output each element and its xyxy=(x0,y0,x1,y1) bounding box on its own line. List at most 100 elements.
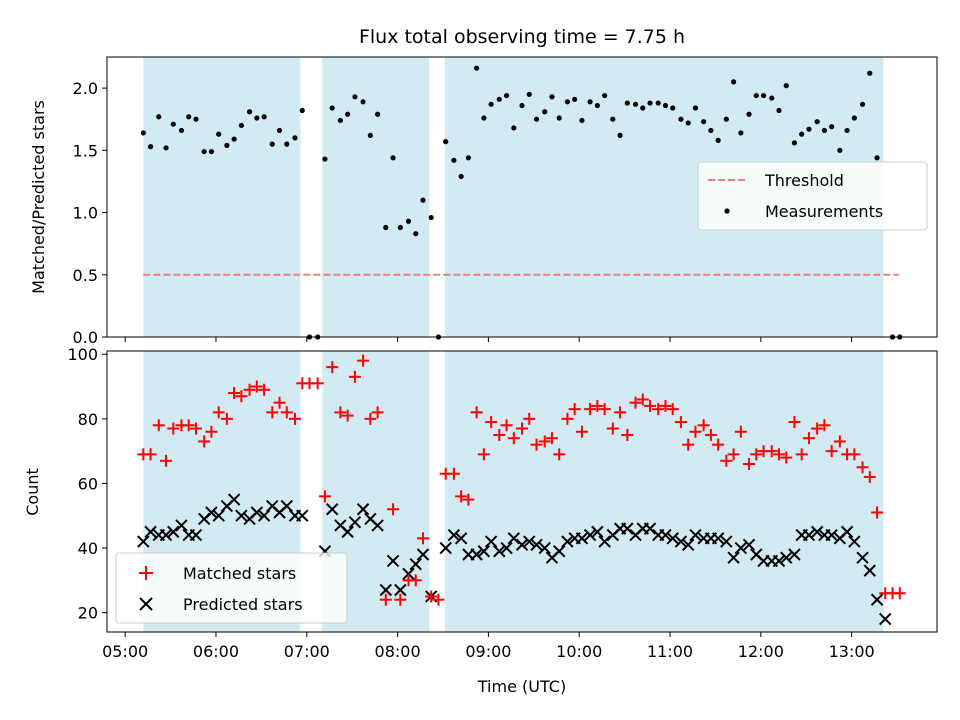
predicted-marker-b xyxy=(484,535,498,548)
predicted-star-marker-39 xyxy=(454,532,468,545)
matched-star-marker-72 xyxy=(682,438,695,451)
legend-measurements-label: Measurements xyxy=(765,202,883,221)
predicted-star-marker-45 xyxy=(500,541,513,555)
predicted-star-marker-66 xyxy=(659,528,672,542)
measurement-point-82 xyxy=(760,92,767,99)
measurement-point-4 xyxy=(170,121,176,127)
matched-star-marker-90 xyxy=(818,419,831,432)
predicted-star-marker-15 xyxy=(250,506,264,519)
predicted-star-marker-34 xyxy=(409,557,422,571)
measurement-point-2 xyxy=(156,114,162,120)
predicted-star-marker-91 xyxy=(848,535,861,548)
predicted-marker-b xyxy=(840,525,854,539)
predicted-star-marker-29 xyxy=(371,519,384,532)
predicted-marker-b xyxy=(257,509,271,522)
predicted-marker-b xyxy=(598,535,611,548)
measurement-point-34 xyxy=(397,224,403,231)
top-legend-box xyxy=(697,161,928,231)
predicted-marker-b xyxy=(477,545,491,558)
measurement-point-36 xyxy=(413,231,419,237)
matched-star-marker-62 xyxy=(606,422,619,435)
matched-star-marker-91 xyxy=(825,445,838,458)
predicted-star-marker-12 xyxy=(227,493,241,506)
x-axis-label: Time (UTC) xyxy=(477,677,566,696)
measurement-point-50 xyxy=(519,102,525,109)
predicted-star-marker-16 xyxy=(257,509,271,522)
predicted-star-marker-1 xyxy=(144,525,157,539)
measurement-point-19 xyxy=(284,141,290,147)
measurement-point-89 xyxy=(814,119,820,125)
measurement-point-88 xyxy=(806,126,812,132)
matched-star-marker-31 xyxy=(371,406,384,419)
measurement-point-17 xyxy=(269,141,275,147)
matched-star-marker-84 xyxy=(772,448,785,461)
matched-star-marker-64 xyxy=(621,428,634,441)
matched-star-marker-66 xyxy=(636,393,649,406)
matched-star-marker-20 xyxy=(288,412,301,425)
predicted-marker-b xyxy=(394,583,407,597)
predicted-star-marker-3 xyxy=(159,528,173,542)
matched-star-marker-28 xyxy=(348,370,361,383)
predicted-star-marker-10 xyxy=(212,509,225,522)
measurement-point-64 xyxy=(624,100,630,106)
matched-star-marker-36 xyxy=(409,574,422,587)
predicted-star-marker-64 xyxy=(643,522,657,535)
bottom-observing-windows xyxy=(143,351,884,632)
predicted-star-marker-86 xyxy=(810,525,824,539)
predicted-star-marker-81 xyxy=(772,554,786,568)
predicted-star-marker-5 xyxy=(175,519,188,532)
measurement-point-7 xyxy=(193,116,199,122)
measurement-point-0 xyxy=(140,130,146,136)
measurement-point-6 xyxy=(186,114,192,120)
measurement-point-25 xyxy=(329,105,335,111)
measurement-point-29 xyxy=(360,99,366,105)
predicted-star-marker-94 xyxy=(870,593,884,606)
predicted-star-marker-52 xyxy=(553,545,566,558)
matched-star-marker-77 xyxy=(720,454,733,467)
top-y-tick-label-1: 0.5 xyxy=(73,266,98,285)
measurement-point-62 xyxy=(610,116,616,122)
measurement-point-72 xyxy=(685,120,691,126)
predicted-marker-b xyxy=(266,499,279,513)
top-y-tick-label-4: 2.0 xyxy=(73,79,98,98)
measurement-point-10 xyxy=(216,131,222,137)
predicted-marker-b xyxy=(538,541,551,555)
matched-star-marker-11 xyxy=(220,412,233,425)
top-x-ticks xyxy=(124,337,853,342)
predicted-marker-b xyxy=(621,522,634,535)
matched-star-marker-8 xyxy=(198,435,211,448)
predicted-marker-b xyxy=(879,612,892,626)
measurement-point-44 xyxy=(473,65,480,71)
measurement-point-13 xyxy=(238,122,244,129)
top-axes-frame xyxy=(106,56,938,338)
x-tick-label-3: 08:00 xyxy=(375,642,421,661)
measurement-point-71 xyxy=(678,116,684,122)
measurement-point-93 xyxy=(844,127,850,134)
measurement-point-5 xyxy=(178,127,185,134)
predicted-marker-b xyxy=(341,525,354,539)
measurement-point-15 xyxy=(254,115,260,121)
measurement-point-42 xyxy=(458,173,464,180)
matched-star-marker-47 xyxy=(493,428,506,441)
matched-star-marker-12 xyxy=(228,386,241,399)
measurement-point-55 xyxy=(556,115,562,121)
top-y-axis-label: Matched/Predicted stars xyxy=(29,100,48,294)
matched-star-marker-97 xyxy=(871,506,884,519)
predicted-star-marker-46 xyxy=(507,532,521,545)
predicted-star-marker-74 xyxy=(720,535,733,548)
matched-star-marker-83 xyxy=(765,445,778,458)
measurement-point-30 xyxy=(367,132,373,138)
predicted-marker-b xyxy=(500,541,513,555)
predicted-star-marker-38 xyxy=(447,528,461,542)
measurement-point-58 xyxy=(579,117,585,124)
matched-star-marker-25 xyxy=(326,361,339,374)
measurement-point-49 xyxy=(511,125,517,131)
matched-star-marker-81 xyxy=(750,448,763,461)
predicted-star-marker-37 xyxy=(439,541,452,555)
matched-star-marker-4 xyxy=(167,422,180,435)
matched-star-marker-59 xyxy=(584,403,597,416)
measurement-point-26 xyxy=(337,117,343,124)
predicted-star-marker-67 xyxy=(666,532,679,545)
matched-star-marker-14 xyxy=(243,383,256,396)
